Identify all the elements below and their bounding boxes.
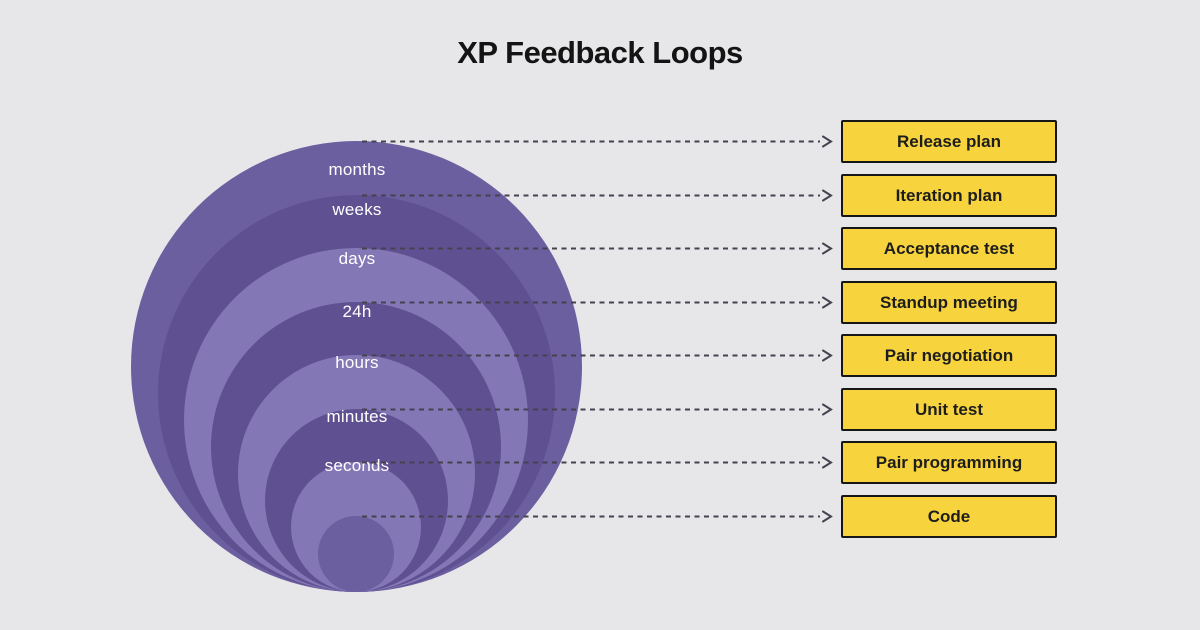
practice-box-standup-meeting: Standup meeting (841, 281, 1057, 324)
circle-code (318, 516, 394, 592)
arrowhead-icon (822, 296, 833, 309)
arrowhead-icon (822, 242, 833, 255)
page-title: XP Feedback Loops (457, 35, 743, 70)
circle-label-hours: hours (335, 353, 379, 372)
practice-box-unit-test: Unit test (841, 388, 1057, 431)
practice-box-iteration-plan: Iteration plan (841, 174, 1057, 217)
practice-box-pair-negotiation: Pair negotiation (841, 334, 1057, 377)
practice-box-code: Code (841, 495, 1057, 538)
circle-label-weeks: weeks (332, 200, 382, 219)
circle-label-24h: 24h (342, 302, 372, 321)
arrowhead-icon (822, 403, 833, 416)
circle-label-days: days (338, 249, 376, 268)
circle-label-months: months (328, 160, 386, 179)
arrowhead-icon (822, 135, 833, 148)
circle-label-minutes: minutes (326, 407, 388, 426)
arrowhead-icon (822, 189, 833, 202)
arrowhead-icon (822, 510, 833, 523)
arrowhead-icon (822, 349, 833, 362)
circle-label-seconds: seconds (324, 456, 390, 475)
practice-box-pair-programming: Pair programming (841, 441, 1057, 484)
practice-box-release-plan: Release plan (841, 120, 1057, 163)
arrowhead-icon (822, 456, 833, 469)
practice-box-acceptance-test: Acceptance test (841, 227, 1057, 270)
